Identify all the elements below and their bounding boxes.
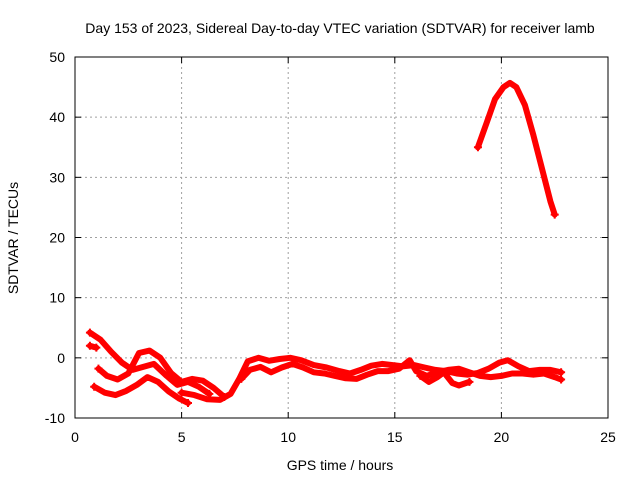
series-point-marker [237, 374, 246, 383]
y-tick-label: 30 [49, 169, 65, 185]
series-arc-f [238, 357, 565, 383]
series-arc-e [178, 354, 565, 403]
series-point-marker [177, 388, 186, 397]
y-tick-label: 0 [57, 350, 65, 366]
series-point-marker [94, 364, 103, 373]
y-tick-label: 40 [49, 109, 65, 125]
grid-layer [75, 57, 608, 418]
y-tick-label: -10 [45, 410, 65, 426]
y-tick-label: 50 [49, 49, 65, 65]
series-layer [85, 79, 566, 407]
series-arc-g [417, 369, 473, 389]
series-point-marker [465, 377, 474, 386]
tick-layer: 0 5 10 15 20 25 -10 0 10 20 30 40 50 [45, 49, 616, 445]
x-axis-label: GPS time / hours [287, 457, 394, 473]
y-tick-label: 20 [49, 230, 65, 246]
series-point-marker [92, 343, 101, 352]
chart-title: Day 153 of 2023, Sidereal Day-to-day VTE… [85, 20, 595, 36]
x-tick-label: 15 [387, 429, 403, 445]
series-point-marker [473, 143, 482, 152]
x-tick-label: 25 [600, 429, 616, 445]
series-point-marker [550, 210, 559, 219]
x-tick-label: 10 [280, 429, 296, 445]
series-arc-d [95, 347, 228, 400]
x-tick-label: 20 [494, 429, 510, 445]
series-arc-c [91, 374, 191, 406]
series-point-marker [557, 375, 566, 384]
y-axis-label: SDTVAR / TECUs [5, 182, 21, 294]
series-point-marker [90, 382, 99, 391]
x-tick-label: 5 [178, 429, 186, 445]
x-tick-label: 0 [71, 429, 79, 445]
series-point-marker [85, 341, 94, 350]
series-point-marker [183, 398, 192, 407]
series-arc-h [474, 79, 558, 218]
series-point-marker [557, 368, 566, 377]
y-tick-label: 10 [49, 290, 65, 306]
series-point-marker [416, 371, 425, 380]
series-point-marker [85, 328, 94, 337]
